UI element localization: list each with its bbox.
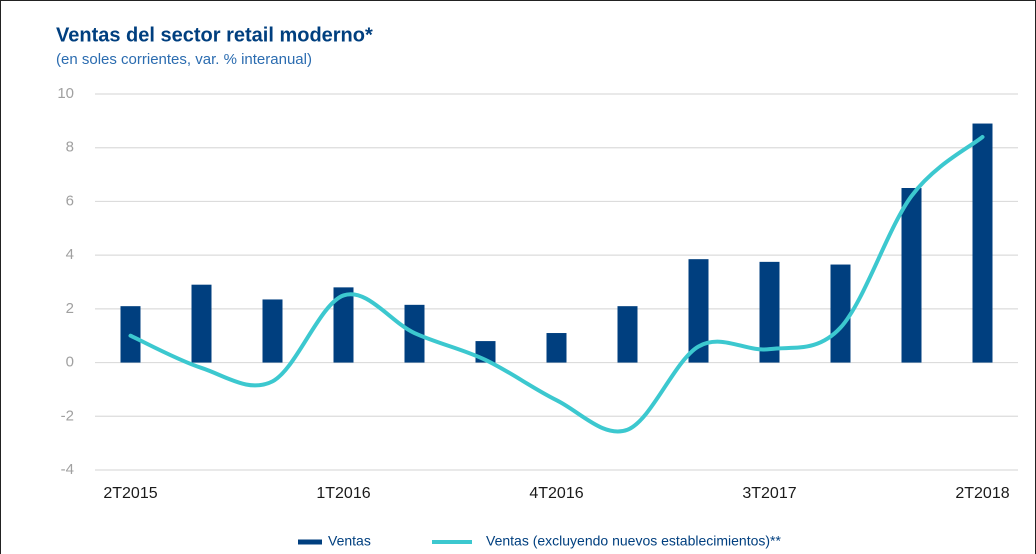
bar xyxy=(901,188,922,363)
x-tick-label: 1T2016 xyxy=(316,485,370,502)
y-tick-label: -4 xyxy=(61,461,74,478)
x-tick-label: 2T2018 xyxy=(955,485,1009,502)
y-tick-label: 2 xyxy=(66,300,74,317)
bar xyxy=(688,259,709,363)
x-tick-label: 3T2017 xyxy=(742,485,796,502)
y-tick-label: 4 xyxy=(66,246,74,263)
chart-title: Ventas del sector retail moderno* xyxy=(56,24,373,46)
chart-subtitle: (en soles corrientes, var. % interanual) xyxy=(56,51,312,68)
x-tick-label: 2T2015 xyxy=(103,485,157,502)
bar xyxy=(617,306,638,363)
y-tick-label: 10 xyxy=(57,85,74,102)
bar xyxy=(759,261,780,363)
y-tick-label: -2 xyxy=(61,407,74,424)
bar xyxy=(333,287,354,363)
bar xyxy=(546,333,567,363)
y-tick-label: 8 xyxy=(66,139,74,156)
bar xyxy=(191,284,212,363)
legend-label: Ventas xyxy=(328,533,371,549)
bar xyxy=(972,123,993,363)
line xyxy=(128,134,985,434)
bar xyxy=(262,299,283,363)
legend-label: Ventas (excluyendo nuevos establecimient… xyxy=(486,533,782,549)
bar xyxy=(830,264,851,363)
x-tick-label: 4T2016 xyxy=(529,485,583,502)
y-tick-label: 0 xyxy=(66,354,74,371)
y-tick-label: 6 xyxy=(66,192,74,209)
